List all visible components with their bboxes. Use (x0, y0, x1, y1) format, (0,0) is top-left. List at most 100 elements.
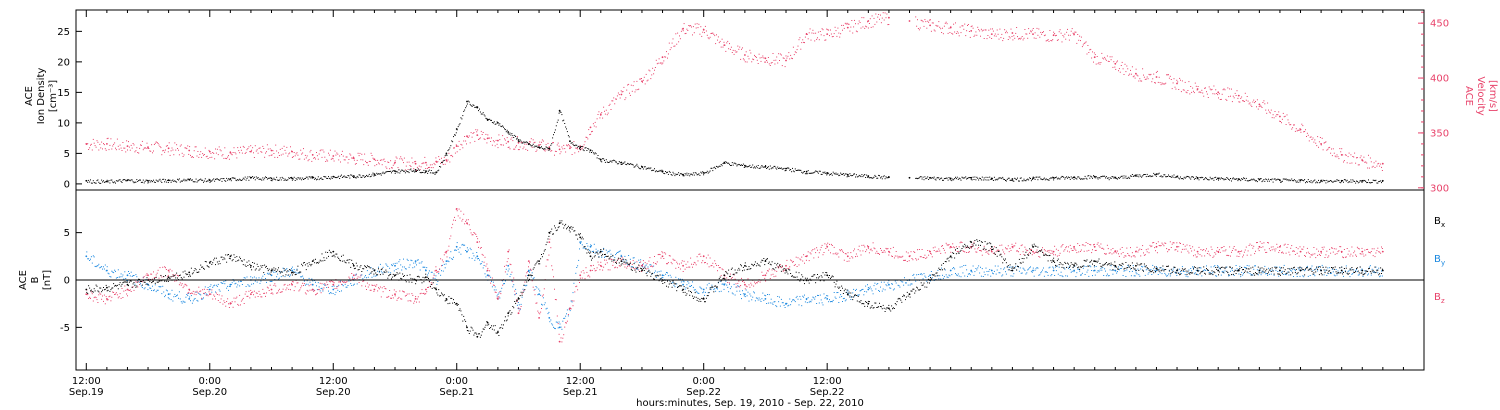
bz-point (99, 292, 101, 294)
velocity-point (183, 154, 185, 156)
density-point (594, 152, 596, 154)
velocity-vertex (888, 16, 890, 19)
bz-point (124, 285, 126, 287)
velocity-point (992, 30, 994, 32)
velocity-point (1272, 114, 1274, 116)
density-point (1021, 180, 1023, 182)
density-point (1291, 178, 1293, 180)
density-point (264, 177, 266, 179)
density-point (722, 163, 724, 165)
velocity-point (193, 150, 195, 152)
velocity-point (1240, 97, 1242, 99)
bz-point (614, 267, 616, 269)
density-point (321, 178, 323, 180)
density-point (1368, 179, 1369, 181)
velocity-point (875, 13, 877, 15)
velocity-point (1276, 114, 1278, 116)
velocity-point (643, 76, 645, 78)
velocity-point (618, 94, 620, 96)
velocity-point (382, 159, 384, 161)
by-point (800, 298, 802, 300)
by-point (596, 251, 598, 253)
density-point (643, 166, 645, 168)
density-point (817, 172, 819, 174)
velocity-vertex (867, 20, 870, 22)
density-point (756, 167, 758, 169)
density-point (260, 178, 262, 180)
density-point (1159, 176, 1161, 177)
bz-point (493, 284, 495, 286)
velocity-point (678, 41, 680, 43)
by-point (899, 286, 901, 288)
by-point (697, 292, 699, 294)
density-point (618, 161, 620, 163)
density-point (1306, 181, 1307, 183)
by-point (1304, 270, 1306, 272)
density-point (872, 177, 874, 179)
velocity-point (1244, 92, 1246, 94)
velocity-point (391, 167, 393, 169)
density-point (272, 179, 274, 181)
velocity-point (212, 152, 214, 153)
density-point (296, 179, 298, 181)
density-point (505, 131, 507, 133)
density-point (779, 167, 780, 169)
by-point (132, 275, 134, 277)
by-vertex (867, 288, 870, 291)
bz-point (240, 304, 241, 306)
by-point (183, 301, 185, 303)
velocity-point (760, 60, 762, 62)
velocity-point (668, 42, 670, 44)
velocity-point (119, 144, 121, 146)
velocity-point (331, 157, 333, 159)
density-point (720, 164, 722, 165)
density-point (1078, 176, 1080, 178)
velocity-point (510, 138, 512, 140)
by-point (323, 283, 325, 285)
velocity-point (166, 145, 168, 147)
density-point (536, 145, 538, 147)
by-point (726, 284, 728, 286)
velocity-point (462, 147, 464, 149)
density-point (454, 134, 455, 136)
by-point (454, 249, 456, 251)
bz-point (596, 267, 598, 269)
density-point (1183, 176, 1185, 178)
bz-point (377, 290, 379, 292)
by-point (290, 274, 291, 276)
density-point (431, 172, 433, 174)
velocity-point (935, 24, 937, 26)
velocity-point (757, 63, 759, 64)
velocity-point (1135, 68, 1137, 70)
velocity-point (270, 154, 272, 156)
bz-point (190, 292, 192, 294)
velocity-point (631, 90, 633, 92)
density-point (699, 174, 701, 176)
density-point (635, 165, 637, 167)
density-point (1011, 179, 1013, 181)
velocity-point (1111, 56, 1113, 58)
velocity-point (725, 50, 727, 52)
velocity-point (110, 138, 112, 140)
by-point (978, 265, 980, 267)
density-point (232, 177, 234, 179)
velocity-point (392, 164, 394, 166)
velocity-point (582, 146, 584, 148)
by-point (339, 291, 341, 292)
density-point (1267, 180, 1269, 182)
density-point (1369, 182, 1371, 184)
by-point (451, 258, 453, 260)
by-vertex (445, 260, 448, 262)
density-vertex (569, 140, 571, 143)
velocity-point (1335, 156, 1337, 158)
velocity-point (700, 26, 702, 28)
velocity-point (148, 148, 150, 149)
velocity-point (185, 147, 187, 149)
bz-point (98, 294, 100, 296)
velocity-point (1160, 84, 1162, 86)
density-vertex (641, 165, 643, 168)
velocity-point (140, 144, 141, 146)
density-point (1355, 182, 1357, 184)
by-point (1214, 265, 1216, 267)
bz-point (352, 278, 354, 280)
